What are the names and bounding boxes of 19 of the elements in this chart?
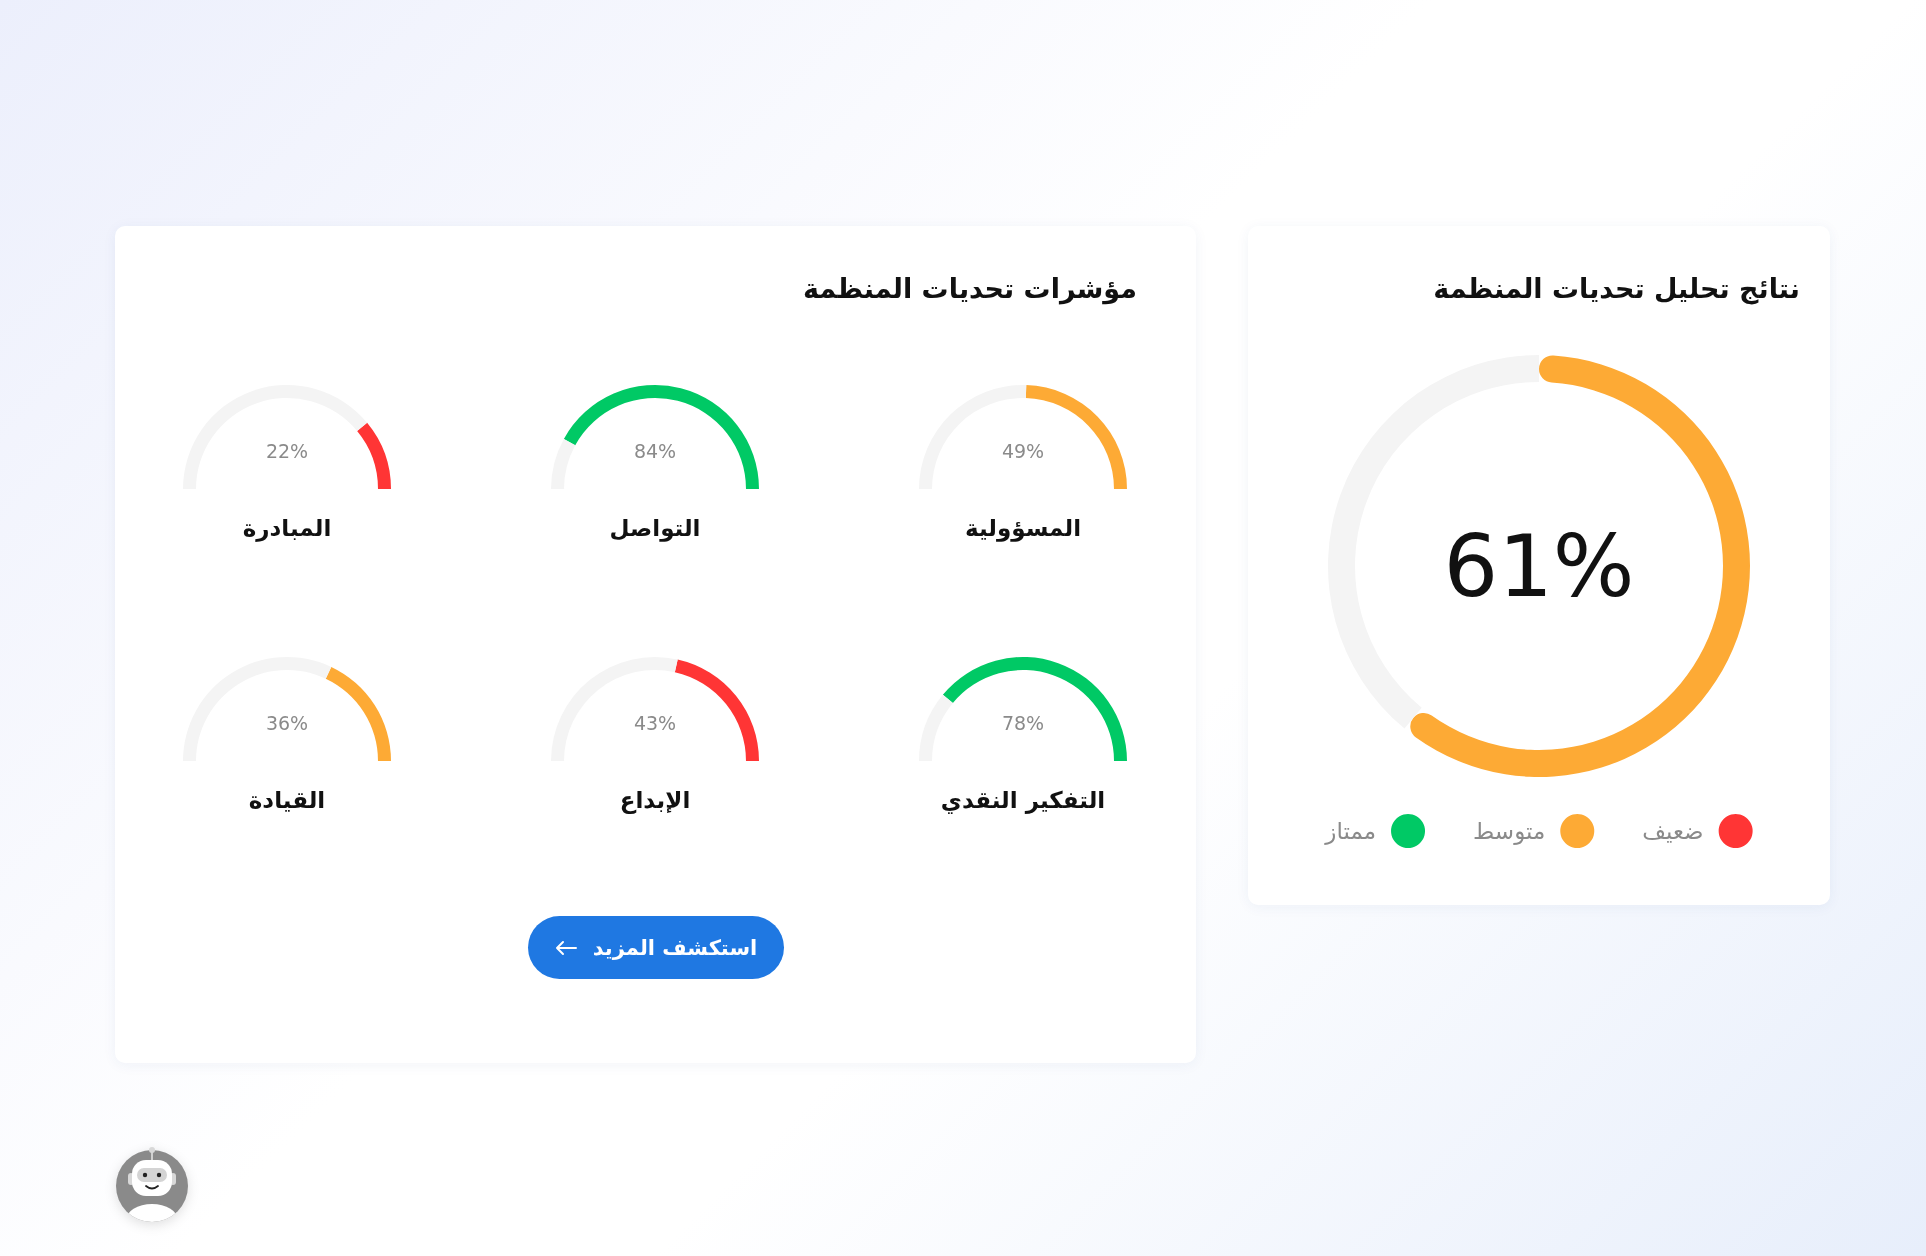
- text: 61%: [1443, 516, 1635, 616]
- text: التفكير النقدي: [940, 786, 1106, 814]
- text: 84%: [633, 440, 677, 462]
- legend-label: ضعيف: [1642, 818, 1704, 844]
- text: المسؤولية: [964, 514, 1082, 542]
- button: استكشف المزيد: [528, 916, 784, 979]
- text: المبادرة: [242, 514, 332, 542]
- text: 22%: [265, 440, 309, 462]
- text: مؤشرات تحديات المنظمة: [802, 273, 1138, 305]
- text: الإبداع: [619, 786, 691, 814]
- legend-label: ممتاز: [1324, 818, 1377, 845]
- legend-label: متوسط: [1473, 818, 1546, 845]
- text: التواصل: [609, 514, 701, 542]
- text: 78%: [1001, 712, 1045, 734]
- text: القيادة: [248, 786, 326, 813]
- text: 49%: [1001, 440, 1045, 462]
- text: 43%: [633, 712, 677, 734]
- text: 36%: [265, 712, 309, 734]
- chart-title: نتائج تحليل تحديات المنظمة: [1433, 273, 1801, 305]
